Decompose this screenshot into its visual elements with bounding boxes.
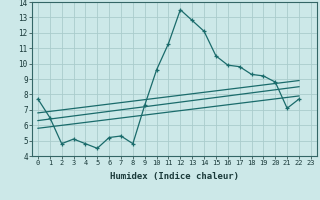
X-axis label: Humidex (Indice chaleur): Humidex (Indice chaleur) [110, 172, 239, 181]
